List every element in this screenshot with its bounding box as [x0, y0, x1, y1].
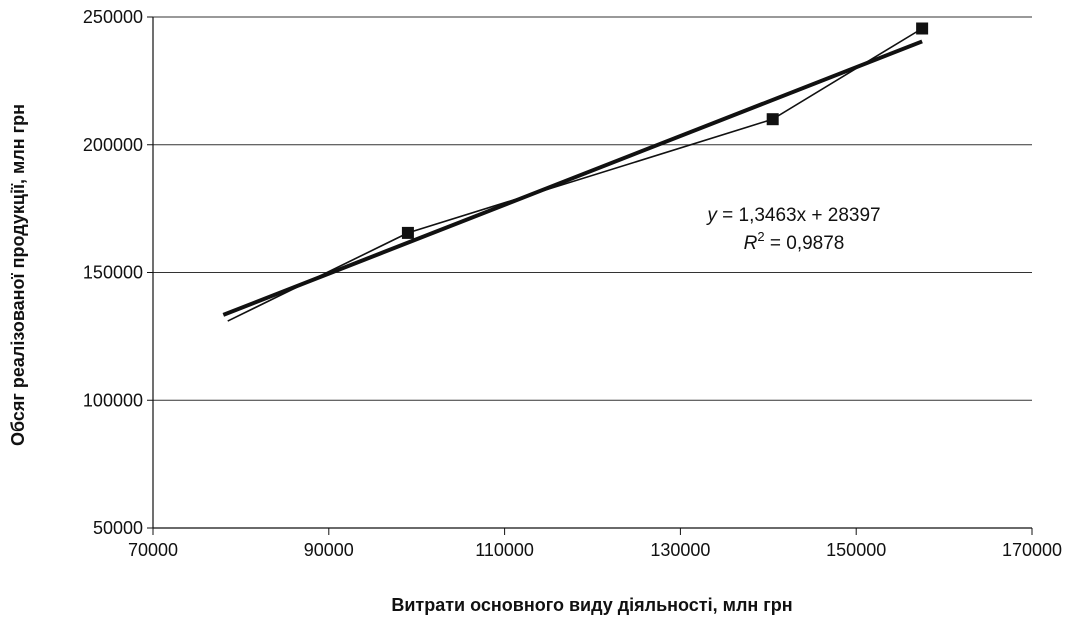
data-point-marker: [766, 113, 779, 126]
r-squared-label: R2 = 0,9878: [744, 229, 845, 254]
data-point-marker: [401, 226, 414, 239]
horizontal-gridlines: [153, 16, 1032, 401]
y-axis-title: Обсяг реалізованої продукції, млн грн: [8, 104, 28, 446]
y-tick-label: 250000: [83, 7, 143, 27]
series-line: [227, 27, 923, 322]
x-tick-label: 90000: [304, 540, 354, 560]
axes: [147, 16, 1033, 535]
x-tick-label: 110000: [475, 540, 534, 560]
x-tick-label: 70000: [128, 540, 178, 560]
x-tick-label: 170000: [1002, 540, 1062, 560]
x-tick-label: 130000: [650, 540, 710, 560]
y-tick-label: 200000: [83, 135, 143, 155]
y-tick-label: 100000: [83, 390, 143, 410]
trendline: [222, 39, 923, 317]
tick-labels: 50000 100000 150000 200000 250000 70000 90000 1…: [83, 7, 1062, 560]
x-tick-label: 150000: [826, 540, 886, 560]
x-axis-title: Витрати основного виду діяльності, млн г…: [391, 595, 792, 615]
data-series: [227, 22, 929, 322]
y-tick-label: 50000: [93, 518, 143, 538]
trendline-equation: y = 1,3463x + 28397: [705, 205, 880, 226]
data-point-marker: [916, 22, 929, 35]
trendline-line: [222, 39, 923, 317]
y-tick-label: 150000: [83, 263, 143, 283]
